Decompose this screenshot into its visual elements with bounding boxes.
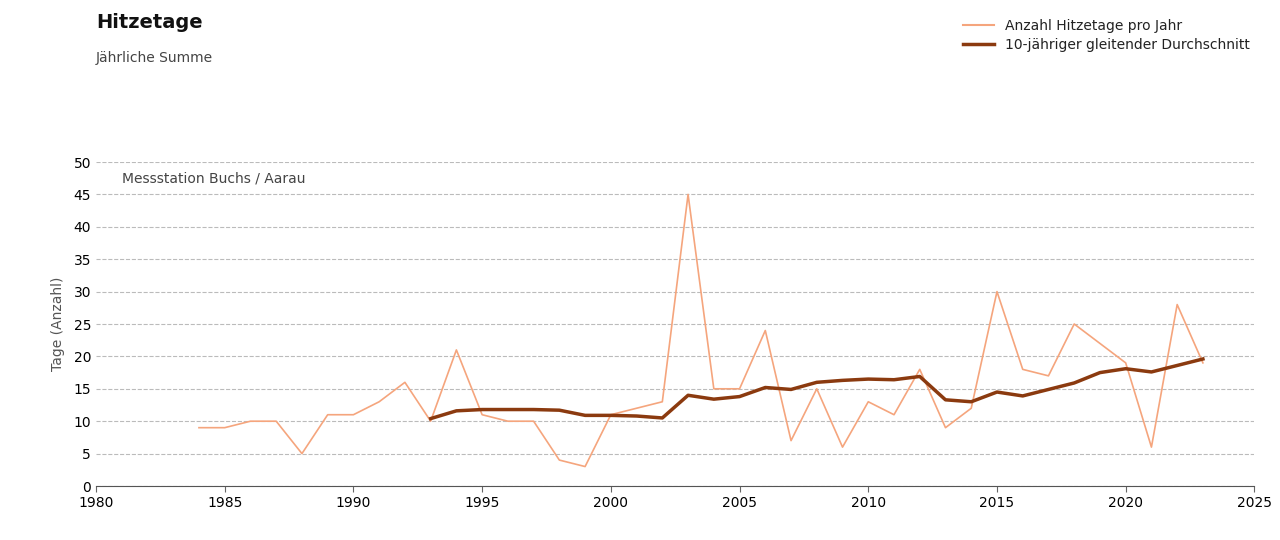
Text: Messstation Buchs / Aarau: Messstation Buchs / Aarau bbox=[122, 172, 305, 186]
Y-axis label: Tage (Anzahl): Tage (Anzahl) bbox=[51, 277, 65, 371]
Legend: Anzahl Hitzetage pro Jahr, 10-jähriger gleitender Durchschnitt: Anzahl Hitzetage pro Jahr, 10-jähriger g… bbox=[964, 19, 1251, 52]
Text: Hitzetage: Hitzetage bbox=[96, 14, 202, 32]
Text: Jährliche Summe: Jährliche Summe bbox=[96, 51, 214, 65]
